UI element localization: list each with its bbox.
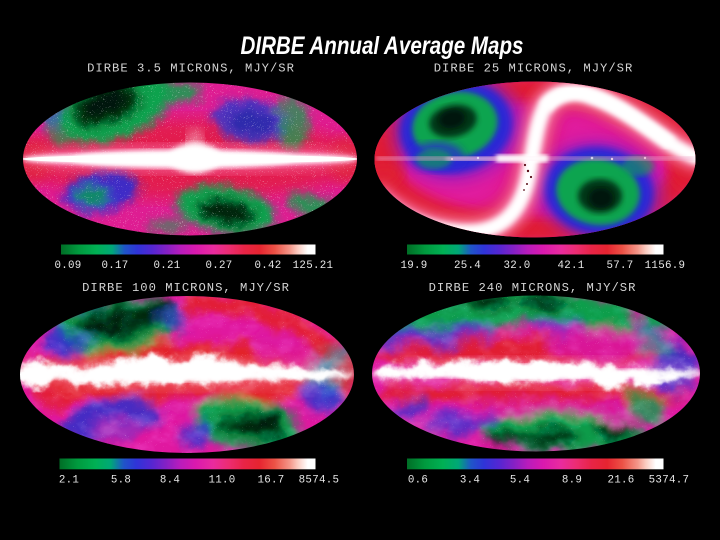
svg-text:DIRBE 240 MICRONS, MJY/SR: DIRBE 240 MICRONS, MJY/SR — [429, 281, 637, 295]
svg-text:DIRBE 3.5 MICRONS, MJY/SR: DIRBE 3.5 MICRONS, MJY/SR — [87, 62, 295, 76]
svg-text:DIRBE 25 MICRONS, MJY/SR: DIRBE 25 MICRONS, MJY/SR — [434, 62, 634, 76]
svg-text:0.09: 0.09 — [54, 260, 81, 272]
svg-text:0.27: 0.27 — [205, 260, 232, 272]
svg-text:11.0: 11.0 — [208, 475, 235, 487]
svg-text:0.17: 0.17 — [101, 260, 128, 272]
svg-text:0.21: 0.21 — [153, 260, 180, 272]
svg-text:0.6: 0.6 — [408, 475, 428, 487]
svg-text:8.9: 8.9 — [562, 475, 582, 487]
svg-text:42.1: 42.1 — [557, 260, 584, 272]
svg-text:57.7: 57.7 — [606, 260, 633, 272]
svg-text:DIRBE Annual Average Maps: DIRBE Annual Average Maps — [241, 32, 524, 60]
svg-text:8.4: 8.4 — [160, 475, 180, 487]
svg-text:16.7: 16.7 — [257, 475, 284, 487]
svg-text:1156.9: 1156.9 — [645, 260, 686, 272]
svg-text:8574.5: 8574.5 — [299, 475, 340, 487]
svg-text:2.1: 2.1 — [59, 475, 79, 487]
svg-text:3.4: 3.4 — [460, 475, 480, 487]
svg-text:0.42: 0.42 — [254, 260, 281, 272]
svg-text:32.0: 32.0 — [503, 260, 530, 272]
svg-text:19.9: 19.9 — [400, 260, 427, 272]
svg-text:25.4: 25.4 — [454, 260, 481, 272]
svg-text:21.6: 21.6 — [607, 475, 634, 487]
svg-text:125.21: 125.21 — [293, 260, 334, 272]
svg-text:5374.7: 5374.7 — [649, 475, 690, 487]
svg-text:DIRBE 100 MICRONS, MJY/SR: DIRBE 100 MICRONS, MJY/SR — [82, 281, 290, 295]
svg-text:5.4: 5.4 — [510, 475, 530, 487]
svg-text:5.8: 5.8 — [111, 475, 131, 487]
